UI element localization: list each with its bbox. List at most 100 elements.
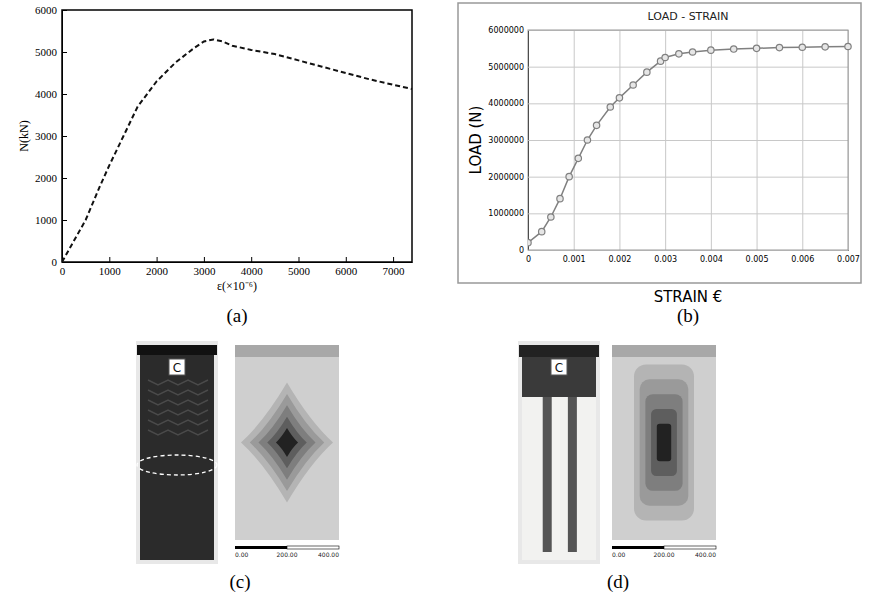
data-point (776, 44, 782, 50)
specimen-weld (148, 390, 208, 395)
data-point (548, 214, 554, 220)
tick-label: 0.005 (746, 255, 769, 264)
tick-label: 0.004 (700, 255, 723, 264)
scale-bar (287, 546, 339, 549)
tick-label: 4000000 (488, 99, 524, 108)
data-point (575, 155, 581, 161)
axis: 00.0010.0020.0030.0040.0050.0060.007 (526, 30, 860, 264)
tick-mark (528, 177, 848, 178)
tick: 6000 (335, 257, 358, 277)
tick: 3000 (193, 257, 216, 277)
specimen-label: C (173, 361, 181, 375)
contour-band (651, 409, 677, 476)
data-point (607, 104, 613, 110)
tick-label: 3000000 (488, 136, 524, 145)
caption: (c) (229, 571, 250, 593)
chart: 0 1000 2000 3000 4000 5000 6000 70000 1000 2000 30… (17, 4, 412, 327)
contour-band (250, 394, 325, 491)
data-point (630, 82, 636, 88)
tick: 3000000 (488, 136, 848, 145)
label-plate (551, 359, 567, 375)
specimen-top (522, 357, 596, 397)
specimen-weld (148, 380, 208, 385)
axis: 0100000020000003000000400000050000006000… (488, 26, 848, 255)
tick-label: 1000 (99, 265, 122, 277)
axis: 0 1000 2000 3000 4000 5000 6000 7000 (60, 257, 413, 277)
buckle-marker (137, 455, 217, 475)
data-point (845, 43, 851, 49)
tick-label: 0.001 (563, 255, 586, 264)
tick-label: 0 (60, 265, 66, 277)
photo-background (518, 341, 600, 564)
specimen (140, 345, 214, 560)
data-point (731, 46, 737, 52)
tick: 6000000 (488, 26, 848, 35)
contour-background (612, 345, 716, 540)
tick: 0.001 (563, 30, 586, 264)
marks (528, 43, 851, 246)
data-point (557, 195, 563, 201)
tick: 0.003 (654, 30, 677, 264)
x-axis-title: STRAIN € (654, 288, 723, 306)
label-plate (169, 359, 185, 375)
tick-label: 6000 (335, 265, 358, 277)
tick-mark (528, 140, 848, 141)
data-point (676, 51, 682, 57)
tick: 2000000 (488, 173, 848, 182)
tick-mark (528, 103, 848, 104)
scale-bar (612, 546, 664, 549)
caption: (a) (226, 305, 247, 327)
data-line (62, 39, 412, 262)
data-point (689, 49, 695, 55)
contour-band (657, 424, 671, 461)
tick-label: 4000 (241, 265, 264, 277)
tick-label: 6000 (35, 4, 58, 16)
tick: 2000 (146, 257, 169, 277)
tick-label: 0 (52, 256, 58, 268)
contour-band (276, 428, 298, 457)
specimen-cap (137, 345, 217, 355)
data-point (593, 122, 599, 128)
tick-label: 6000000 (488, 26, 524, 35)
data-point (616, 95, 622, 101)
tick-label: 5000 (35, 46, 58, 58)
cfrp-strip (568, 397, 577, 552)
tick: 7000 (383, 257, 406, 277)
tick: 4000 (241, 257, 264, 277)
contour-band (241, 383, 333, 503)
data-point (644, 69, 650, 75)
tick: 1000 (99, 257, 122, 277)
data-point (662, 54, 668, 60)
tick-mark (528, 67, 848, 68)
scale-bar (235, 546, 287, 549)
caption: (b) (677, 305, 699, 327)
tick: 5000 (288, 257, 311, 277)
contour-background (235, 345, 339, 540)
tick-label: 7000 (383, 265, 406, 277)
specimen-weld (148, 400, 208, 405)
scale-bar (664, 546, 716, 549)
photo-background (136, 341, 218, 564)
photo-panel: C0.00200.00400.00(d) (518, 341, 716, 593)
chart-title: LOAD - STRAIN (647, 10, 728, 23)
tick: 0.004 (700, 30, 723, 264)
tick-label: 0.007 (837, 255, 860, 264)
plot-frame (62, 10, 412, 262)
caption: (d) (607, 571, 629, 593)
specimen-label: C (555, 361, 563, 375)
tick: 5000000 (488, 63, 848, 72)
contour-band (645, 394, 682, 491)
scale-label: 0.00 (235, 551, 249, 558)
tick-label: 2000 (35, 172, 58, 184)
tick-label: 2000 (146, 265, 169, 277)
tick-label: 4000 (35, 88, 58, 100)
tick-label: 2000000 (488, 173, 524, 182)
tick-label: 0.003 (654, 255, 677, 264)
tick-label: 3000 (35, 130, 58, 142)
figure: 0 1000 2000 3000 4000 5000 6000 70000 1000 2000 30… (0, 0, 870, 598)
data-line (528, 47, 848, 243)
contour-top (612, 345, 716, 357)
specimen-weld (148, 410, 208, 415)
data-point (528, 239, 531, 245)
chart: 00.0010.0020.0030.0040.0050.0060.0070100… (458, 3, 861, 327)
